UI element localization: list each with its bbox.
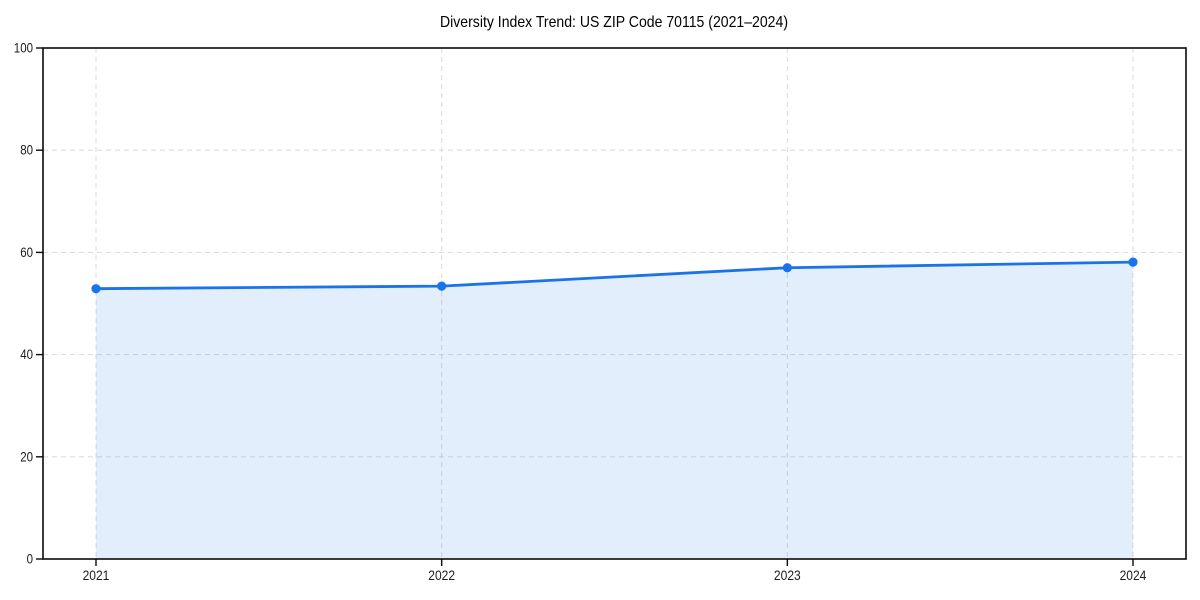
y-tick-label-20: 20 bbox=[20, 449, 33, 464]
x-tick-label-2023: 2023 bbox=[774, 568, 801, 583]
axes-spines bbox=[42, 47, 1187, 560]
data-point-2023 bbox=[782, 263, 792, 273]
x-tick-label-2021: 2021 bbox=[83, 568, 110, 583]
y-tick-label-100: 100 bbox=[14, 41, 33, 56]
data-points bbox=[91, 257, 1138, 294]
chart-title: Diversity Index Trend: US ZIP Code 70115… bbox=[440, 14, 788, 31]
y-tick-label-0: 0 bbox=[27, 552, 33, 567]
data-point-2021 bbox=[91, 284, 101, 294]
y-tick-label-40: 40 bbox=[20, 347, 33, 362]
y-tick-labels: 0 20 40 60 80 100 bbox=[14, 41, 33, 567]
x-tick-label-2024: 2024 bbox=[1120, 568, 1147, 583]
y-tick-label-80: 80 bbox=[20, 143, 33, 158]
area-fill bbox=[96, 262, 1133, 559]
x-tick-labels: 2021 2022 2023 2024 bbox=[83, 568, 1147, 583]
data-point-2022 bbox=[437, 281, 447, 291]
axis-ticks bbox=[36, 47, 1134, 566]
trend-line bbox=[94, 260, 1135, 291]
y-tick-label-60: 60 bbox=[20, 245, 33, 260]
x-tick-label-2022: 2022 bbox=[428, 568, 455, 583]
data-point-2024 bbox=[1128, 257, 1138, 267]
